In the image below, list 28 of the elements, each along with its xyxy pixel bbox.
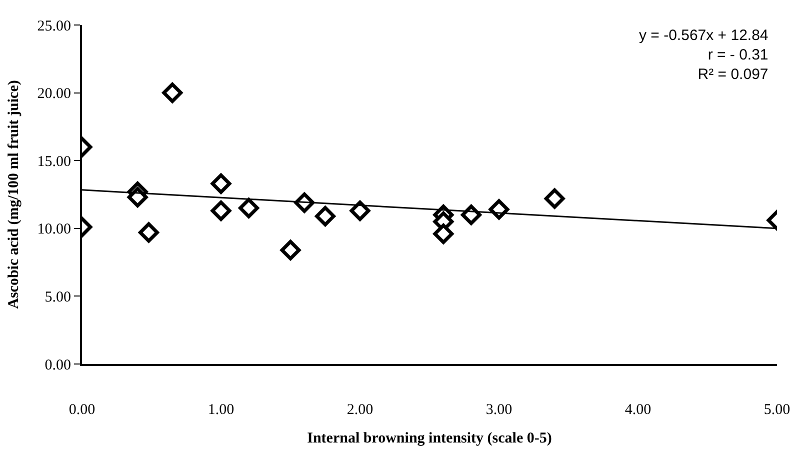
- point: [162, 82, 183, 103]
- point: [210, 200, 232, 221]
- x-tick-label: 1.00: [208, 402, 234, 418]
- y-tick-label: 0.00: [44, 357, 71, 374]
- y-tick-label: 10.00: [37, 222, 71, 238]
- x-tick-label: 5.00: [764, 402, 790, 418]
- y-axis-title: Ascobic acid (mg/100 ml fruit juice): [6, 80, 22, 309]
- y-tick-label: 20.00: [37, 86, 71, 102]
- y-tick-label: 5.00: [44, 289, 71, 306]
- point: [544, 188, 565, 209]
- x-tick-label: 3.00: [486, 402, 512, 418]
- point: [238, 198, 259, 218]
- point: [127, 187, 148, 208]
- point: [210, 173, 232, 194]
- annotation: y = -0.567x + 12.84: [639, 27, 768, 44]
- x-tick-label: 4.00: [624, 402, 652, 418]
- point: [350, 200, 370, 221]
- y-tick-label: 25.00: [37, 18, 71, 34]
- point: [138, 222, 159, 243]
- x-tick-label: 0.00: [68, 402, 96, 418]
- point: [315, 206, 336, 226]
- x-tick-label: 2.00: [346, 402, 374, 418]
- annotation: R² = 0.097: [698, 66, 768, 83]
- point: [433, 224, 454, 244]
- annotation: r = - 0.31: [708, 46, 768, 64]
- y-tick-label: 15.00: [37, 154, 71, 170]
- x-axis-title: Internal browning intensity (scale 0-5): [307, 430, 552, 446]
- point: [280, 240, 301, 260]
